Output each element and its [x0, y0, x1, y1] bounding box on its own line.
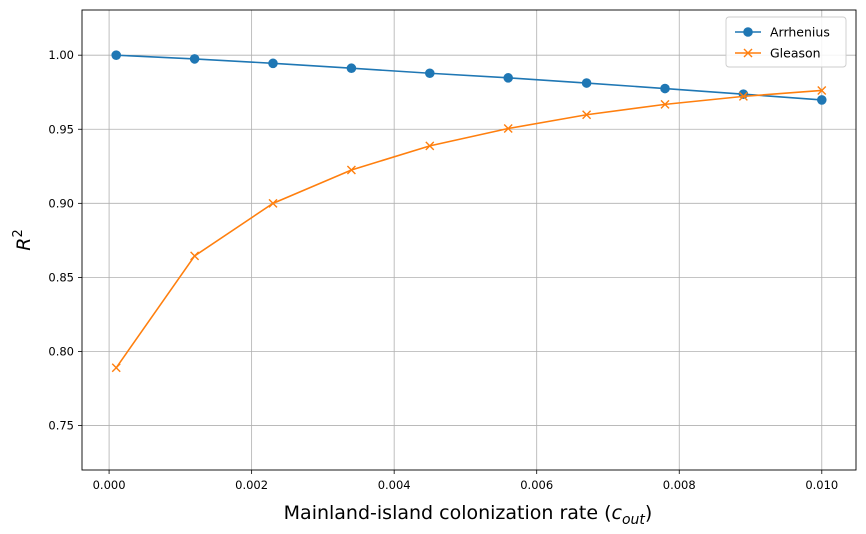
data-point-gleason — [190, 251, 200, 261]
y-tick-label: 0.75 — [48, 419, 74, 433]
data-point-gleason — [738, 91, 748, 101]
legend-marker-arrhenius — [743, 27, 753, 37]
y-axis-label-base: R — [13, 238, 35, 251]
data-point-gleason — [111, 363, 121, 373]
x-axis: 0.000 0.002 0.004 0.006 0.008 0.010 — [93, 470, 838, 492]
series-arrhenius — [111, 50, 827, 105]
x-axis-label: Mainland-island colonization rate (cout) — [284, 502, 653, 528]
series-line-arrhenius — [116, 54, 822, 101]
x-tick-label: 0.000 — [93, 478, 126, 492]
legend-item-gleason: Gleason — [735, 46, 821, 61]
x-axis-label-close: ) — [645, 502, 652, 524]
x-axis-label-symbol: c — [612, 502, 623, 524]
data-point-gleason — [346, 165, 356, 175]
y-axis-label-superscript: 2 — [11, 229, 26, 237]
series-line-gleason — [115, 89, 822, 369]
x-axis-label-subscript: out — [622, 512, 645, 528]
data-point-arrhenius — [581, 78, 592, 88]
y-axis-label: R2 — [11, 229, 35, 250]
legend-marker-gleason — [743, 48, 753, 58]
data-point-arrhenius — [503, 73, 513, 83]
data-point-gleason — [582, 110, 592, 120]
x-tick-label: 0.004 — [378, 478, 411, 492]
y-tick-label: 0.80 — [48, 344, 74, 358]
data-point-gleason — [503, 124, 513, 134]
series-gleason — [111, 85, 827, 373]
data-point-arrhenius — [111, 50, 122, 60]
y-tick-label: 0.85 — [48, 270, 74, 284]
data-point-arrhenius — [425, 68, 435, 79]
data-point-arrhenius — [189, 54, 200, 64]
data-point-arrhenius — [346, 63, 357, 74]
data-point-arrhenius — [268, 58, 278, 69]
x-axis-label-main: Mainland-island colonization rate ( — [284, 502, 612, 524]
legend-label-arrhenius: Arrhenius — [770, 25, 830, 40]
legend-box — [725, 16, 847, 68]
data-point-gleason — [425, 141, 435, 151]
data-point-gleason — [817, 85, 827, 95]
data-point-gleason — [660, 99, 670, 109]
legend: Arrhenius Gleason — [725, 16, 847, 68]
data-point-gleason — [268, 198, 278, 208]
data-point-arrhenius — [660, 83, 670, 94]
y-tick-label: 1.00 — [48, 48, 74, 62]
legend-label-gleason: Gleason — [770, 46, 821, 61]
x-tick-label: 0.006 — [520, 478, 553, 492]
plot-series — [111, 50, 827, 373]
data-point-arrhenius — [816, 95, 827, 105]
x-tick-label: 0.002 — [235, 478, 268, 492]
y-axis: 0.75 0.80 0.85 0.90 0.95 1.00 — [48, 48, 82, 433]
x-tick-label: 0.010 — [805, 478, 838, 492]
y-tick-label: 0.90 — [48, 196, 74, 210]
grid — [82, 10, 856, 470]
y-tick-label: 0.95 — [48, 122, 74, 136]
legend-item-arrhenius: Arrhenius — [735, 25, 830, 40]
x-tick-label: 0.008 — [663, 478, 696, 492]
plot-frame — [81, 9, 857, 471]
